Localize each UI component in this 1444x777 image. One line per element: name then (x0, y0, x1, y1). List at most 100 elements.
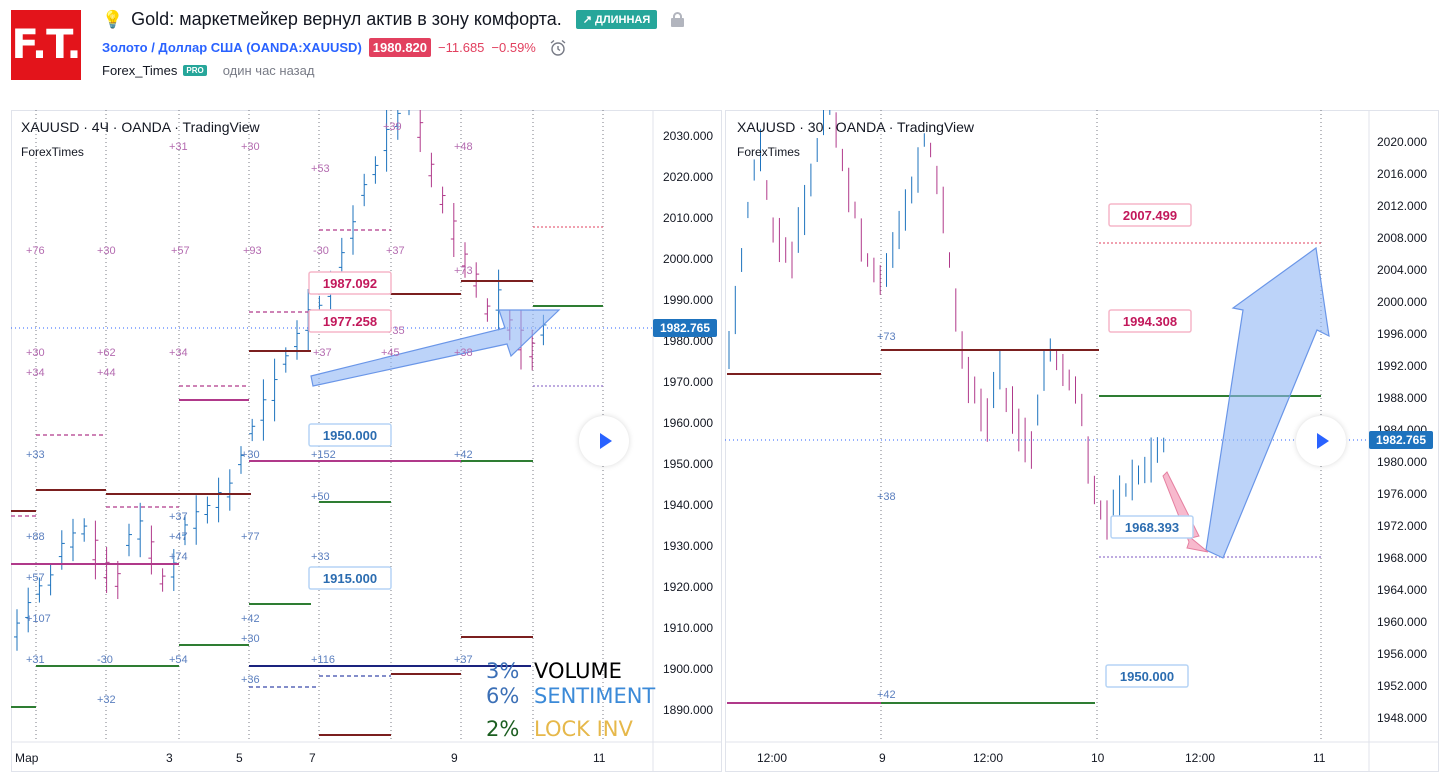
left-small-label: +152 (311, 449, 336, 461)
left-price-tick: 1970.000 (663, 375, 713, 389)
left-watermark: ForexTimes (21, 145, 84, 159)
left-small-label: +73 (454, 265, 473, 277)
price-callout-text: 1915.000 (323, 571, 377, 586)
left-small-label: +93 (243, 245, 262, 257)
left-small-label: -30 (97, 654, 113, 666)
left-small-label: +44 (97, 367, 116, 379)
left-time-tick: 9 (451, 751, 458, 765)
left-small-label: +32 (97, 694, 116, 706)
indicator-legend: 3% VOLUME 6% SENTIMENT 2% LOCK INV (486, 659, 655, 741)
left-small-label: +33 (26, 449, 45, 461)
alarm-clock-icon[interactable] (549, 39, 567, 57)
left-small-label: +48 (454, 141, 473, 153)
left-price-tick: 1980.000 (663, 334, 713, 348)
left-small-label: +31 (26, 654, 45, 666)
right-current-price-text: 1982.765 (1376, 433, 1426, 447)
right-price-tick: 1956.000 (1377, 647, 1427, 661)
left-price-tick: 1920.000 (663, 580, 713, 594)
price-callout-box (308, 423, 392, 447)
right-small-labels: +73 +38 +42 (877, 331, 896, 701)
price-callout-box (1108, 309, 1192, 333)
left-small-label: +116 (311, 654, 335, 666)
direction-badge: ↗ ДЛИННАЯ (575, 10, 658, 29)
left-small-label: +57 (171, 245, 190, 257)
price-badge: 1980.820 (368, 38, 432, 57)
right-price-tick: 2000.000 (1377, 295, 1427, 309)
left-small-label: +37 (386, 245, 405, 257)
right-play-button[interactable] (1296, 416, 1346, 466)
left-small-label: +30 (26, 347, 45, 359)
left-small-label: +47 (169, 531, 188, 543)
symbol-row: Золото / Доллар США (OANDA:XAUUSD) 1980.… (102, 38, 567, 57)
left-small-label: +34 (26, 367, 45, 379)
left-small-label: +39 (383, 121, 402, 133)
right-price-tick: 1980.000 (1377, 455, 1427, 469)
right-price-tick: 1964.000 (1377, 583, 1427, 597)
idea-title: Gold: маркетмейкер вернул актив в зону к… (131, 9, 562, 29)
price-change-pct: −0.59% (491, 40, 536, 55)
left-small-label: +74 (169, 551, 188, 563)
lock-icon (671, 12, 685, 27)
left-price-tick: 1950.000 (663, 457, 713, 471)
chart-snapshot[interactable]: 2030.000 2020.000 2010.000 2000.000 1990.000… (11, 110, 1439, 772)
right-price-tick: 1972.000 (1377, 519, 1427, 533)
play-icon (599, 433, 612, 449)
symbol-link[interactable]: Золото / Доллар США (OANDA:XAUUSD) (102, 40, 362, 55)
author-row: Forex_Times PRO один час назад (102, 63, 314, 78)
price-callout-box (1105, 664, 1189, 688)
left-small-label: +38 (454, 347, 473, 359)
bulb-icon: 💡 (102, 9, 124, 29)
left-small-label: -30 (313, 245, 329, 257)
price-callout-text: 1950.000 (323, 428, 377, 443)
right-price-tick: 2012.000 (1377, 199, 1427, 213)
left-time-tick: 5 (236, 751, 243, 765)
left-level-lines (11, 280, 603, 736)
sentiment-pct: 6% (486, 684, 519, 708)
left-small-label: +42 (241, 613, 260, 625)
chart-canvas: 2030.000 2020.000 2010.000 2000.000 1990.000… (11, 110, 1439, 772)
left-price-tick: 1900.000 (663, 662, 713, 676)
right-pullback-arrow (1162, 471, 1209, 553)
right-watermark: ForexTimes (737, 145, 800, 159)
price-callout-box (308, 566, 392, 590)
author-name[interactable]: Forex_Times (102, 63, 178, 78)
right-small-label: +73 (877, 331, 896, 343)
right-time-tick: 9 (879, 751, 886, 765)
right-time-tick: 10 (1091, 751, 1105, 765)
left-price-tick: 2000.000 (663, 252, 713, 266)
right-time-tick: 12:00 (973, 751, 1003, 765)
left-time-tick: 7 (309, 751, 316, 765)
price-callout-box (1110, 515, 1194, 539)
right-chart-legend: XAUUSD · 30 · OANDA · TradingView (737, 119, 975, 135)
left-small-label: +37 (169, 511, 188, 523)
left-small-label: +36 (241, 674, 260, 686)
price-callout-box (308, 271, 392, 295)
left-dashed-levels (11, 229, 391, 688)
right-price-tick: 1960.000 (1377, 615, 1427, 629)
left-small-label: +33 (311, 551, 330, 563)
left-time-tick: 3 (166, 751, 173, 765)
published-time: один час назад (222, 63, 315, 78)
author-logo[interactable]: F.T. (11, 10, 82, 80)
left-small-label: +42 (454, 449, 473, 461)
left-price-tick: 2010.000 (663, 211, 713, 225)
title-row: 💡 Gold: маркетмейкер вернул актив в зону… (102, 9, 685, 30)
price-callout-box (308, 309, 392, 333)
right-time-tick: 12:00 (757, 751, 787, 765)
right-price-tick: 2004.000 (1377, 263, 1427, 277)
left-small-label: +54 (169, 654, 188, 666)
left-small-label: +57 (26, 572, 45, 584)
left-play-button[interactable] (579, 416, 629, 466)
right-small-label: +38 (877, 491, 896, 503)
right-price-tick: 1968.000 (1377, 551, 1427, 565)
price-callout-text: 1950.000 (1120, 669, 1174, 684)
left-small-label: +37 (313, 347, 332, 359)
right-price-tick: 1948.000 (1377, 711, 1427, 725)
left-price-tick: 1990.000 (663, 293, 713, 307)
right-price-tick: 1952.000 (1377, 679, 1427, 693)
right-price-tick: 1992.000 (1377, 359, 1427, 373)
left-price-tick: 2020.000 (663, 170, 713, 184)
left-current-price-tag (653, 319, 717, 337)
price-callouts: 1987.092 1977.258 1950.000 1915.000 2007.499… (308, 203, 1194, 688)
price-callout-text: 1977.258 (323, 314, 377, 329)
